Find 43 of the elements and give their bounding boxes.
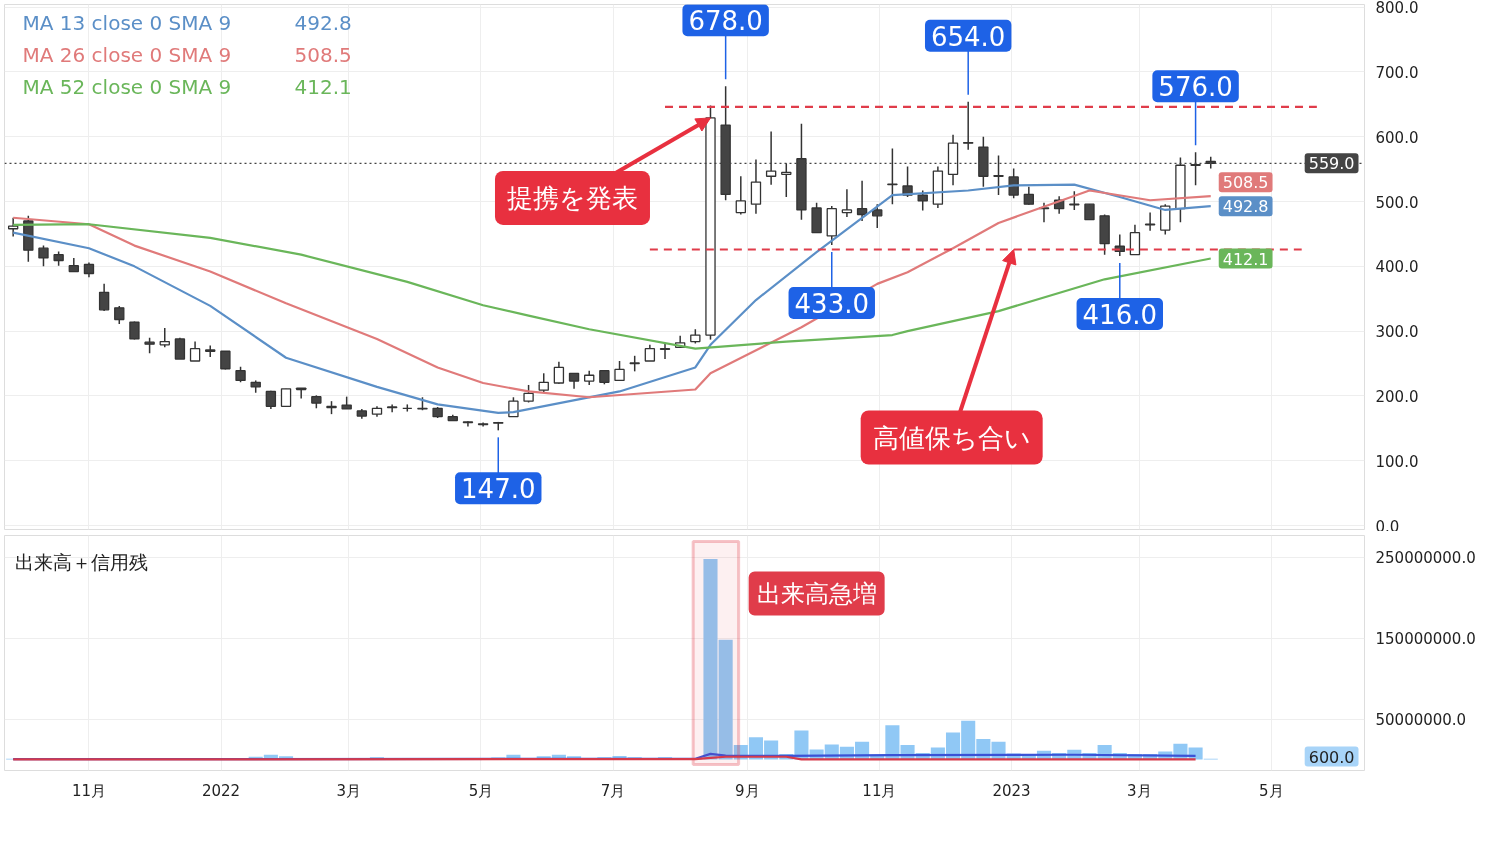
- x-tick-label: 9月: [735, 781, 760, 800]
- annotation: 678.0: [688, 6, 763, 37]
- y-tick-label: 150000000.0: [1375, 630, 1476, 649]
- x-tick-label: 3月: [1127, 781, 1152, 800]
- ref-line-label: 559.0: [1308, 154, 1355, 174]
- annotation: 提携を発表: [506, 182, 638, 213]
- y-tick-label: 800.0: [1375, 0, 1419, 18]
- x-tick-label: 3月: [336, 781, 362, 800]
- y-tick-label: 700.0: [1375, 63, 1419, 82]
- text: 出来高＋信用残: [14, 550, 148, 573]
- text: 412.1: [294, 74, 352, 99]
- x-tick-label: 7月: [600, 781, 626, 800]
- y-tick-label: 0.0: [1375, 517, 1400, 536]
- x-tick-label: 11月: [862, 781, 897, 800]
- text: MA 52 close 0 SMA 9: [22, 74, 232, 99]
- x-tick-label: 2023: [992, 781, 1031, 800]
- annotation: 147.0: [461, 474, 536, 505]
- data-label: 508.5: [1222, 173, 1269, 193]
- y-tick-label: 250000000.0: [1375, 549, 1476, 568]
- text: MA 13 close 0 SMA 9: [22, 10, 232, 35]
- data-label: 412.1: [1222, 249, 1269, 269]
- text: 508.5: [294, 42, 352, 67]
- y-tick-label: 100.0: [1375, 452, 1419, 471]
- x-tick-label: 5月: [1259, 781, 1284, 800]
- annotation: 576.0: [1158, 72, 1233, 103]
- annotation: 高値保ち合い: [872, 422, 1031, 453]
- annotation: 433.0: [794, 288, 869, 319]
- band-label: 出来高急増: [756, 579, 877, 608]
- annotation: 416.0: [1082, 299, 1158, 330]
- y-tick-label: 500.0: [1375, 193, 1419, 212]
- x-tick-label: 11月: [71, 781, 107, 800]
- y-tick-label: 600.0: [1375, 128, 1419, 147]
- annotation: 600.0: [1308, 747, 1355, 767]
- annotation: 654.0: [930, 21, 1006, 52]
- data-label: 492.8: [1222, 197, 1269, 217]
- y-tick-label: 400.0: [1375, 258, 1419, 277]
- y-tick-label: 200.0: [1375, 387, 1419, 406]
- x-tick-label: 5月: [468, 781, 494, 800]
- x-tick-label: 2022: [201, 781, 241, 800]
- y-tick-label: 50000000.0: [1375, 711, 1467, 730]
- y-tick-label: 300.0: [1375, 323, 1419, 342]
- text: 492.8: [294, 10, 352, 35]
- text: MA 26 close 0 SMA 9: [22, 42, 232, 67]
